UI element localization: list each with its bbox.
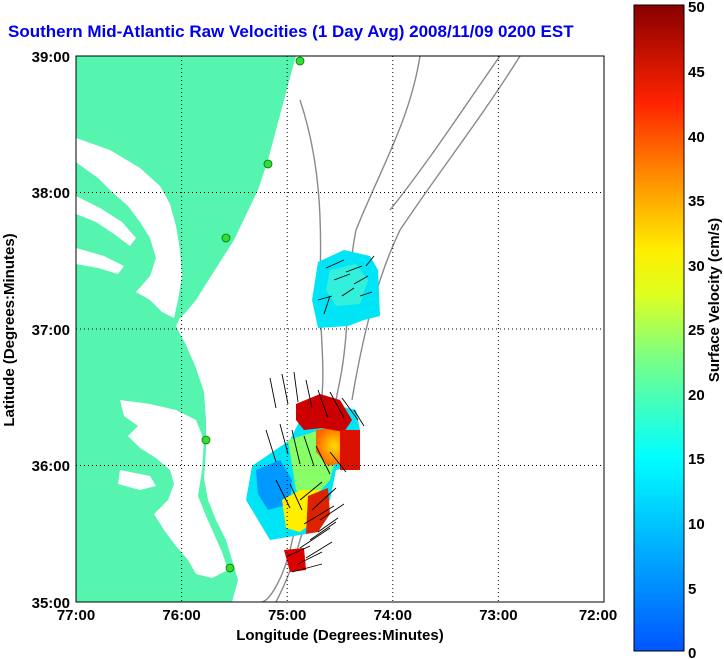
- station-marker: [263, 159, 273, 169]
- x-tick-label: 73:00: [479, 607, 517, 624]
- colorbar-tick: 5: [688, 581, 696, 598]
- station-marker: [225, 563, 235, 573]
- colorbar-tick: 30: [688, 258, 705, 275]
- x-tick-label: 74:00: [374, 607, 412, 624]
- colorbar-tick: 20: [688, 387, 705, 404]
- y-tick-label: 35:00: [32, 595, 70, 612]
- y-tick-label: 37:00: [32, 322, 70, 339]
- y-axis: 39:00 38:00 37:00 36:00 35:00 Latitude (…: [1, 49, 70, 612]
- station-markers: [201, 56, 305, 573]
- river-inlet: [76, 196, 136, 246]
- pamlico-sound: [120, 400, 228, 578]
- river-inlet: [118, 470, 156, 490]
- velocity-patch-south-red: [284, 548, 306, 572]
- x-tick-label: 75:00: [268, 607, 306, 624]
- velocity-patch-south-red: [340, 430, 360, 470]
- x-axis: 77:00 76:00 75:00 74:00 73:00 72:00 Long…: [57, 607, 617, 644]
- y-tick-label: 36:00: [32, 458, 70, 475]
- colorbar-tick: 35: [688, 193, 705, 210]
- chesapeake-bay: [76, 138, 182, 318]
- x-tick-label: 76:00: [162, 607, 200, 624]
- colorbar-tick: 45: [688, 64, 705, 81]
- colorbar: 50 45 40 35 30 25 20 15 10 5 0 Surface V…: [633, 0, 723, 659]
- river-inlet: [76, 248, 124, 274]
- colorbar-tick: 10: [688, 516, 705, 533]
- x-axis-label: Longitude (Degrees:Minutes): [236, 627, 444, 644]
- colorbar-label: Surface Velocity (cm/s): [706, 218, 723, 382]
- colorbar-tick: 15: [688, 451, 705, 468]
- velocity-vectors: [265, 255, 375, 573]
- map-title: Southern Mid-Atlantic Raw Velocities (1 …: [8, 22, 574, 41]
- station-marker: [201, 435, 211, 445]
- y-tick-label: 39:00: [32, 49, 70, 66]
- velocity-patch-south-red: [296, 394, 352, 432]
- colorbar-gradient: [633, 4, 685, 652]
- colorbar-tick: 0: [688, 645, 696, 659]
- colorbar-tick: 25: [688, 322, 705, 339]
- y-tick-label: 38:00: [32, 185, 70, 202]
- y-axis-label: Latitude (Degrees:Minutes): [1, 233, 18, 426]
- velocity-patch-south-blue: [256, 460, 292, 510]
- x-tick-label: 77:00: [57, 607, 95, 624]
- x-tick-label: 72:00: [579, 607, 617, 624]
- plot-frame: [75, 55, 605, 603]
- station-marker: [295, 56, 305, 66]
- velocity-patch-north-core: [326, 264, 368, 306]
- colorbar-tick: 50: [688, 0, 705, 16]
- station-marker: [221, 233, 231, 243]
- colorbar-tick: 40: [688, 129, 705, 146]
- grid-lines: [76, 56, 604, 602]
